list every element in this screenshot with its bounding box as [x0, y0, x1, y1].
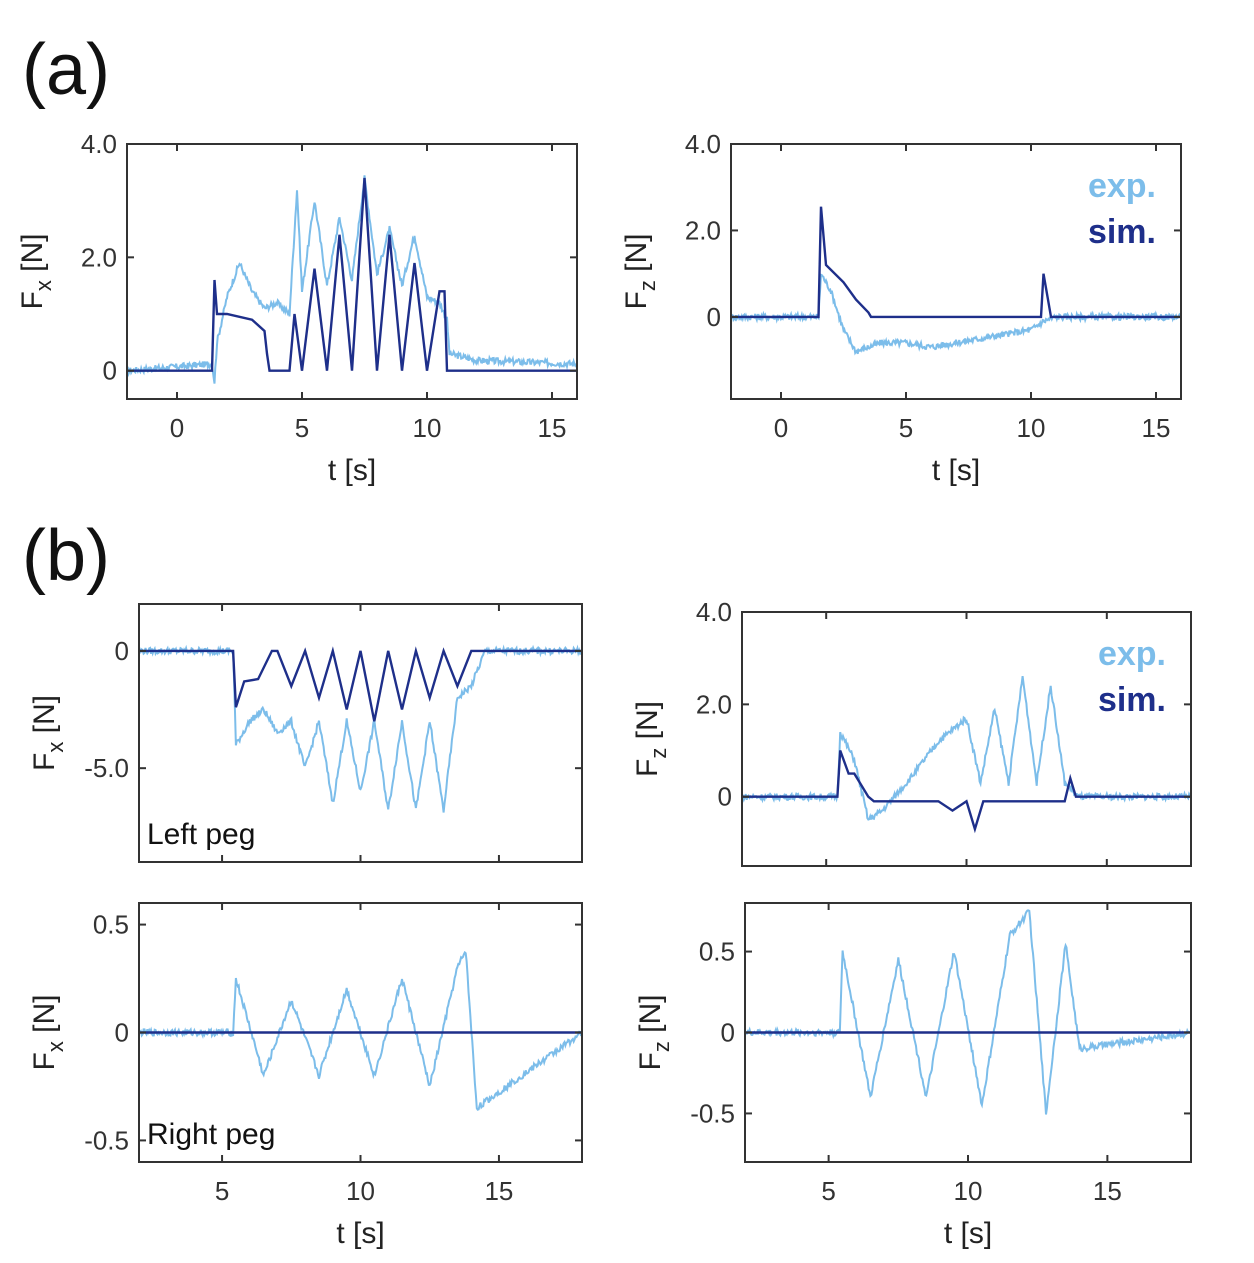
panel-label-b: (b): [22, 516, 110, 596]
x-tick-label: 0: [170, 413, 184, 443]
y-axis-label: Fx [N]: [28, 695, 68, 771]
x-axis-label: t [s]: [328, 454, 376, 487]
y-tick-label: 0: [115, 1018, 129, 1048]
annotation-label: Left peg: [147, 818, 255, 851]
y-tick-label: 0: [707, 302, 721, 332]
y-axis-label: Fx [N]: [16, 234, 56, 310]
plot-frame: [730, 143, 1182, 400]
y-tick-label: 4.0: [696, 597, 732, 627]
x-tick-label: 0: [774, 413, 788, 443]
series-line-exp: [127, 175, 577, 384]
legend-entry-exp: exp.: [1098, 635, 1166, 673]
x-tick-label: 5: [821, 1176, 835, 1206]
y-tick-label: 0.5: [699, 937, 735, 967]
series-line-exp: [745, 909, 1191, 1115]
x-tick-label: 10: [346, 1176, 375, 1206]
x-tick-label: 5: [295, 413, 309, 443]
x-tick-label: 10: [954, 1176, 983, 1206]
series-line-sim: [139, 646, 582, 722]
x-tick-label: 15: [1142, 413, 1171, 443]
annotation-label: Right peg: [147, 1118, 275, 1151]
legend-entry-exp: exp.: [1088, 167, 1156, 205]
plot-frame: [126, 143, 578, 400]
x-tick-label: 10: [413, 413, 442, 443]
y-axis-label: Fz [N]: [631, 701, 671, 777]
x-axis-label: t [s]: [336, 1217, 384, 1250]
series-line-sim: [127, 177, 577, 372]
series-line-sim: [742, 750, 1191, 834]
chart-b_right_fz: 5 10 15 -0.5 0 0.5 t [s] Fz [N]: [634, 902, 1192, 1250]
x-axis-label: t [s]: [944, 1217, 992, 1250]
x-tick-label: 10: [1017, 413, 1046, 443]
panel-label-a: (a): [22, 30, 110, 110]
x-tick-label: 5: [899, 413, 913, 443]
y-tick-label: 0.5: [93, 910, 129, 940]
x-tick-label: 5: [215, 1176, 229, 1206]
series-line-exp: [139, 644, 582, 813]
x-tick-label: 15: [538, 413, 567, 443]
series-line-exp: [731, 273, 1181, 356]
y-axis-label: Fz [N]: [620, 234, 660, 310]
y-tick-label: 4.0: [81, 129, 117, 159]
series-line-exp: [742, 675, 1191, 821]
series-line-exp: [139, 950, 582, 1111]
x-tick-label: 15: [1093, 1176, 1122, 1206]
y-tick-label: 0: [718, 782, 732, 812]
chart-b_right_fx: 5 10 15 -0.5 0 0.5 t [s] Fx [N] Right peg: [28, 902, 583, 1250]
x-tick-label: 15: [484, 1176, 513, 1206]
y-tick-label: 4.0: [685, 129, 721, 159]
chart-b_left_fx: -5.0 0 Fx [N] Left peg: [28, 603, 583, 863]
y-tick-label: 2.0: [81, 242, 117, 272]
x-axis-label: t [s]: [932, 454, 980, 487]
y-axis-label: Fx [N]: [28, 995, 68, 1071]
chart-b_left_fz: 0 2.0 4.0 Fz [N] exp. sim.: [631, 597, 1192, 867]
y-tick-label: 0: [115, 636, 129, 666]
y-tick-label: 2.0: [696, 689, 732, 719]
y-tick-label: 0: [103, 356, 117, 386]
y-tick-label: 2.0: [685, 215, 721, 245]
y-tick-label: -5.0: [84, 753, 129, 783]
series-line-sim: [731, 206, 1181, 319]
chart-a_fz: 0 5 10 15 0 2.0 4.0 t [s] Fz [N] exp. sim.: [620, 129, 1182, 487]
y-tick-label: -0.5: [84, 1125, 129, 1155]
y-tick-label: 0: [721, 1018, 735, 1048]
legend-entry-sim: sim.: [1088, 213, 1156, 251]
y-axis-label: Fz [N]: [634, 995, 674, 1071]
legend-entry-sim: sim.: [1098, 681, 1166, 719]
chart-a_fx: 0 5 10 15 0 2.0 4.0 t [s] Fx [N]: [16, 129, 578, 487]
y-tick-label: -0.5: [690, 1098, 735, 1128]
